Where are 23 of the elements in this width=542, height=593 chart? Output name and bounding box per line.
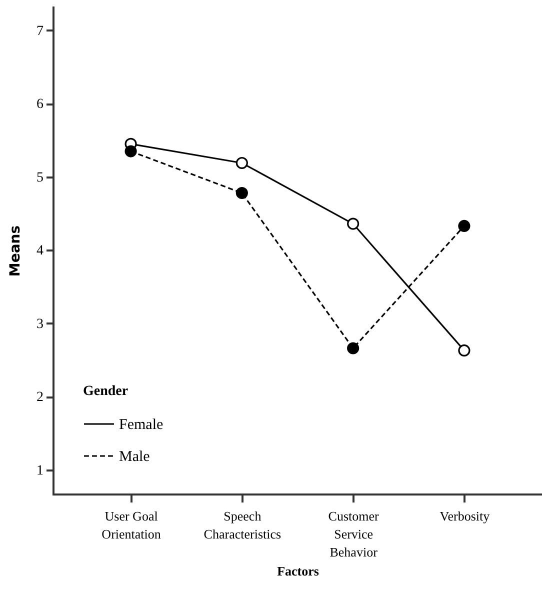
- point: [347, 218, 360, 230]
- x-tick-label: Speech Characteristics: [204, 508, 282, 542]
- y-tick-label: 7: [36, 24, 44, 39]
- legend-label: Female: [119, 417, 164, 433]
- x-tick-label: Customer Service Behavior: [328, 508, 380, 560]
- point: [458, 344, 470, 356]
- y-tick-label: 2: [36, 390, 44, 406]
- point: [458, 220, 470, 232]
- legend-title: Gender: [83, 384, 128, 399]
- x-tick-label: Verbosity: [440, 508, 490, 524]
- x-axis-title: Factors: [277, 564, 319, 578]
- y-axis-title: Means: [8, 225, 24, 277]
- point: [236, 186, 248, 200]
- y-tick-label: 5: [36, 170, 44, 186]
- y-tick-label: 3: [36, 316, 44, 332]
- point: [236, 156, 248, 170]
- y-tick-label: 6: [36, 97, 44, 112]
- y-tick-label: 4: [36, 244, 44, 259]
- point: [347, 342, 360, 354]
- x-tick-label: User Goal Orientation: [102, 508, 162, 542]
- legend-label: Male: [119, 449, 150, 465]
- point: [124, 145, 137, 158]
- y-tick-label: 1: [36, 463, 44, 478]
